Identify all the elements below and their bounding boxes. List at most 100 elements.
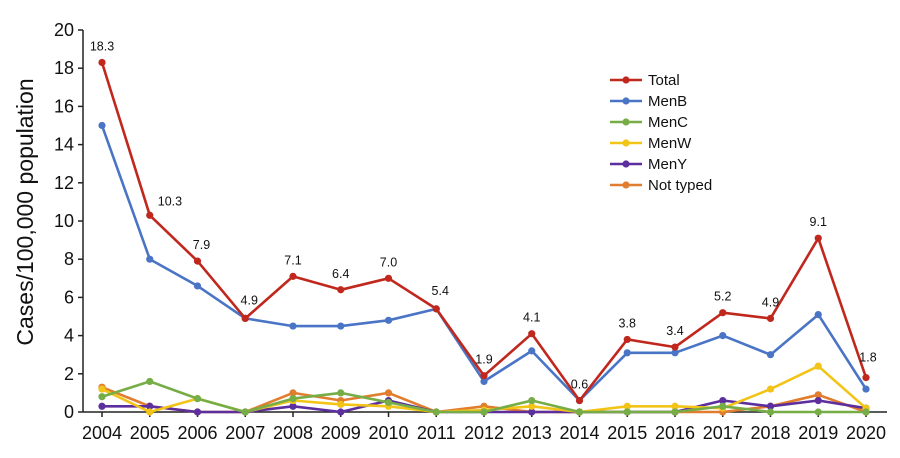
data-point-menc	[193, 395, 202, 403]
x-tick-label: 2010	[368, 423, 408, 443]
data-label: 1.8	[859, 351, 876, 365]
data-point-meny	[193, 408, 202, 416]
data-label: 3.4	[666, 324, 683, 338]
data-point-menc	[432, 408, 440, 416]
legend-label: MenC	[648, 114, 688, 131]
data-point-total	[671, 343, 679, 351]
data-point-meny	[766, 402, 775, 410]
x-tick-label: 2012	[464, 423, 504, 443]
legend: Total MenB MenC MenW MenY Not typed	[610, 72, 712, 194]
legend-item-meny: MenY	[610, 156, 687, 173]
data-point-menc	[289, 395, 297, 403]
data-point-menc	[480, 408, 488, 416]
data-point-menb	[766, 351, 775, 359]
x-tick-label: 2016	[655, 423, 695, 443]
data-point-menb	[862, 385, 870, 393]
series-line-total	[100, 62, 868, 402]
legend-label: MenB	[648, 93, 687, 110]
x-tick-label: 2014	[559, 423, 599, 443]
data-point-menc	[146, 377, 154, 386]
data-point-total	[862, 374, 870, 382]
data-point-menb	[528, 347, 536, 355]
x-tick-label: 2013	[512, 423, 552, 443]
data-point-menw	[98, 385, 106, 393]
axes: 0 2 4 6 8 10 12 14 16 18 20 2004 2005 2006 2007 2008 200…	[54, 20, 887, 443]
data-label: 4.9	[241, 293, 258, 307]
data-point-menc	[623, 408, 631, 416]
data-point-total	[575, 396, 584, 405]
data-point-total	[193, 257, 202, 265]
data-point-total	[289, 272, 297, 280]
legend-marker	[622, 97, 630, 105]
x-tick-label: 2015	[607, 423, 647, 443]
y-tick-label: 18	[54, 58, 74, 78]
data-point-not-typed	[384, 389, 393, 397]
data-point-menb	[719, 332, 727, 340]
legend-marker	[622, 76, 630, 84]
y-tick-label: 14	[54, 135, 74, 155]
data-point-total	[241, 314, 249, 323]
data-label: 0.6	[571, 378, 588, 392]
data-labels: 18.3 10.3 7.9 4.9 7.1 6.4 7.0 5.4 1.9 4.1 0.6 3.8 3.…	[90, 39, 877, 391]
series-layer	[98, 58, 870, 416]
data-point-meny	[146, 402, 154, 410]
data-point-menc	[814, 408, 822, 416]
x-tick-label: 2011	[417, 423, 456, 443]
data-point-total	[623, 335, 631, 344]
y-tick-label: 20	[54, 20, 74, 40]
data-point-menb	[384, 316, 393, 324]
legend-label: Not typed	[648, 177, 712, 194]
data-point-total	[480, 372, 488, 380]
data-label: 4.9	[762, 295, 779, 309]
data-point-menw	[671, 402, 679, 410]
data-label: 7.1	[284, 253, 301, 267]
data-point-total	[98, 58, 106, 67]
data-label: 10.3	[158, 194, 182, 208]
data-point-menw	[528, 402, 536, 410]
x-tick-label: 2007	[225, 423, 265, 443]
data-label: 5.4	[432, 284, 449, 298]
data-label: 4.1	[523, 311, 540, 325]
data-point-menb	[146, 255, 154, 263]
data-label: 18.3	[90, 39, 114, 53]
x-tick-label: 2017	[703, 423, 743, 443]
data-point-menc	[719, 402, 727, 410]
data-point-total	[337, 286, 345, 294]
y-axis-label: Cases/100,000 population	[12, 78, 38, 345]
data-point-menc	[575, 408, 584, 416]
data-point-meny	[98, 402, 106, 410]
data-point-menc	[241, 408, 249, 416]
data-point-meny	[719, 396, 727, 405]
data-point-menb	[337, 322, 345, 330]
data-point-menw	[623, 402, 631, 410]
y-tick-label: 6	[64, 287, 74, 307]
data-point-menc	[384, 398, 393, 407]
data-point-total	[432, 305, 440, 313]
data-point-total	[719, 309, 727, 317]
data-point-menb	[671, 349, 679, 357]
legend-marker	[622, 160, 630, 168]
data-point-menw	[766, 385, 775, 393]
series-total	[98, 58, 870, 405]
data-point-menb	[193, 282, 202, 290]
x-tick-label: 2019	[798, 423, 838, 443]
x-tick-label: 2004	[82, 423, 122, 443]
y-tick-label: 12	[54, 173, 74, 193]
x-tick-label: 2020	[846, 423, 886, 443]
legend-marker	[622, 181, 630, 189]
data-point-total	[766, 314, 775, 323]
data-label: 3.8	[619, 316, 636, 330]
data-point-not-typed	[814, 391, 822, 399]
legend-item-menc: MenC	[610, 114, 688, 131]
data-point-menb	[814, 310, 822, 319]
series-menc	[98, 377, 870, 416]
data-point-meny	[289, 402, 297, 410]
x-tick-label: 2008	[273, 423, 313, 443]
y-tick-label: 0	[64, 402, 74, 422]
legend-item-menw: MenW	[610, 135, 692, 152]
data-point-total	[528, 330, 536, 338]
legend-item-menb: MenB	[610, 93, 687, 110]
data-label: 1.9	[475, 353, 492, 367]
data-point-menw	[146, 408, 154, 416]
